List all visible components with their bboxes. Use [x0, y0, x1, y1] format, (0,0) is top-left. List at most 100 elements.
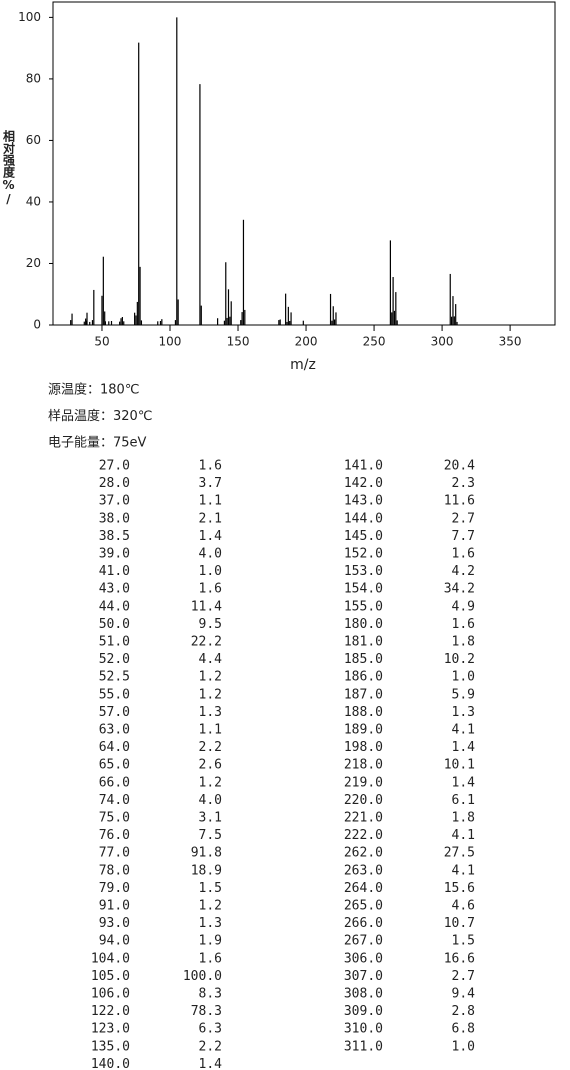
mz-cell: 79.0	[99, 881, 130, 896]
intensity-cell: 7.7	[452, 529, 475, 544]
mz-cell: 52.5	[99, 670, 130, 685]
intensity-cell: 8.3	[199, 987, 222, 1002]
y-axis-label: 相对强度%/	[2, 129, 16, 206]
mz-cell: 75.0	[99, 811, 130, 826]
mz-cell: 43.0	[99, 582, 130, 597]
mz-cell: 306.0	[344, 951, 383, 966]
intensity-cell: 4.0	[199, 793, 222, 808]
mz-cell: 91.0	[99, 899, 130, 914]
mz-cell: 78.0	[99, 863, 130, 878]
intensity-cell: 3.7	[199, 476, 222, 491]
mz-cell: 218.0	[344, 758, 383, 773]
intensity-cell: 9.5	[199, 617, 222, 632]
mz-cell: 28.0	[99, 476, 130, 491]
intensity-cell: 2.7	[452, 969, 475, 984]
intensity-cell: 1.9	[199, 934, 222, 949]
mz-cell: 310.0	[344, 1022, 383, 1037]
mz-cell: 311.0	[344, 1039, 383, 1054]
intensity-cell: 9.4	[452, 987, 476, 1002]
intensity-cell: 6.3	[199, 1022, 222, 1037]
mz-cell: 57.0	[99, 705, 130, 720]
mz-cell: 152.0	[344, 547, 383, 562]
intensity-cell: 4.9	[452, 599, 475, 614]
intensity-cell: 4.2	[452, 564, 475, 579]
intensity-cell: 18.9	[191, 863, 222, 878]
intensity-cell: 1.6	[452, 617, 475, 632]
intensity-cell: 2.6	[199, 758, 222, 773]
mz-cell: 50.0	[99, 617, 130, 632]
mz-cell: 264.0	[344, 881, 383, 896]
mz-cell: 93.0	[99, 916, 130, 931]
mz-cell: 198.0	[344, 740, 383, 755]
intensity-cell: 1.4	[199, 1057, 223, 1070]
x-tick-label: 350	[499, 335, 522, 349]
intensity-cell: 1.5	[199, 881, 222, 896]
mz-cell: 141.0	[344, 459, 383, 474]
mz-cell: 52.0	[99, 652, 130, 667]
mz-cell: 55.0	[99, 687, 130, 702]
intensity-cell: 1.6	[199, 582, 222, 597]
mz-cell: 219.0	[344, 775, 383, 790]
mz-cell: 140.0	[91, 1057, 130, 1070]
y-tick-label: 0	[33, 318, 41, 332]
intensity-cell: 2.3	[452, 476, 475, 491]
mz-cell: 267.0	[344, 934, 383, 949]
intensity-cell: 1.3	[452, 705, 475, 720]
mz-cell: 41.0	[99, 564, 130, 579]
mz-cell: 38.0	[99, 511, 130, 526]
intensity-cell: 91.8	[191, 846, 222, 861]
intensity-cell: 15.6	[444, 881, 475, 896]
x-axis-label: m/z	[290, 357, 316, 373]
info-line: 电子能量：75eV	[48, 436, 147, 451]
intensity-cell: 1.6	[199, 459, 222, 474]
mz-cell: 222.0	[344, 828, 383, 843]
mz-cell: 186.0	[344, 670, 383, 685]
mz-cell: 188.0	[344, 705, 383, 720]
mz-cell: 142.0	[344, 476, 383, 491]
mz-cell: 220.0	[344, 793, 383, 808]
intensity-cell: 3.1	[199, 811, 222, 826]
intensity-cell: 1.0	[452, 670, 475, 685]
info-line: 源温度：180℃	[48, 382, 139, 398]
mz-cell: 106.0	[91, 987, 130, 1002]
intensity-cell: 1.1	[199, 723, 222, 738]
intensity-cell: 2.8	[452, 1004, 475, 1019]
mz-cell: 135.0	[91, 1039, 130, 1054]
x-tick-label: 100	[159, 335, 182, 349]
mz-cell: 189.0	[344, 723, 383, 738]
intensity-cell: 1.6	[452, 547, 475, 562]
intensity-cell: 4.0	[199, 547, 222, 562]
intensity-cell: 1.5	[452, 934, 475, 949]
mz-cell: 144.0	[344, 511, 383, 526]
mz-cell: 76.0	[99, 828, 130, 843]
mz-cell: 181.0	[344, 635, 383, 650]
intensity-cell: 2.7	[452, 511, 475, 526]
intensity-cell: 1.1	[199, 494, 222, 509]
intensity-cell: 1.4	[452, 775, 476, 790]
intensity-cell: 10.7	[444, 916, 475, 931]
mz-cell: 66.0	[99, 775, 130, 790]
mz-cell: 77.0	[99, 846, 130, 861]
intensity-cell: 1.8	[452, 635, 475, 650]
intensity-cell: 34.2	[444, 582, 475, 597]
mz-cell: 185.0	[344, 652, 383, 667]
mz-cell: 64.0	[99, 740, 130, 755]
mz-cell: 143.0	[344, 494, 383, 509]
intensity-cell: 1.2	[199, 899, 222, 914]
intensity-cell: 6.8	[452, 1022, 475, 1037]
intensity-cell: 1.4	[199, 529, 223, 544]
mz-cell: 308.0	[344, 987, 383, 1002]
x-tick-label: 50	[94, 335, 109, 349]
intensity-cell: 11.4	[191, 599, 222, 614]
intensity-cell: 7.5	[199, 828, 222, 843]
x-tick-label: 300	[431, 335, 454, 349]
mz-cell: 187.0	[344, 687, 383, 702]
intensity-cell: 4.6	[452, 899, 475, 914]
intensity-cell: 4.1	[452, 863, 475, 878]
mz-cell: 180.0	[344, 617, 383, 632]
mz-cell: 266.0	[344, 916, 383, 931]
mz-cell: 154.0	[344, 582, 383, 597]
y-tick-label: 60	[26, 133, 41, 147]
intensity-cell: 1.0	[199, 564, 222, 579]
